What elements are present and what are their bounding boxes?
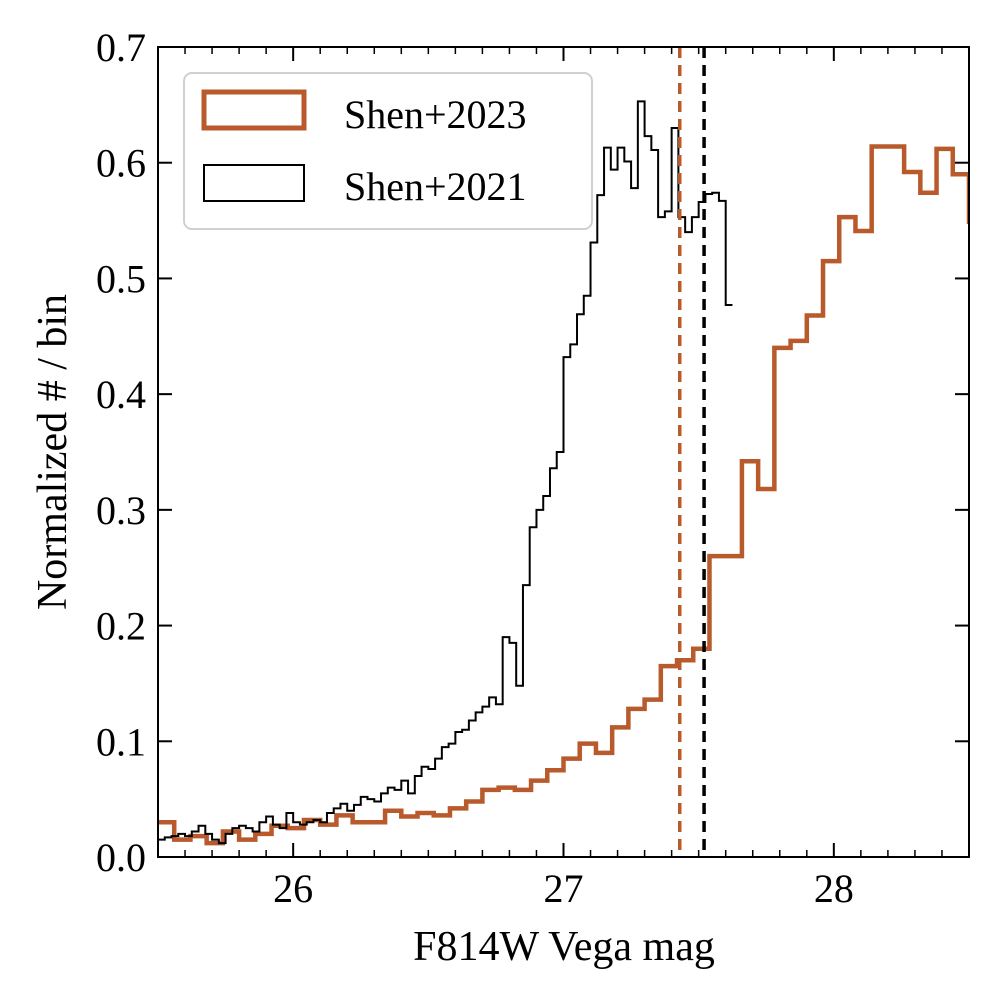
plot-area — [158, 100, 969, 846]
y-tick-label: 0.1 — [96, 719, 146, 764]
legend-box — [183, 72, 593, 230]
histogram-line-shen2023 — [158, 144, 969, 846]
x-axis-label: F814W Vega mag — [413, 924, 715, 970]
axis-ticks: 26 27 28 0.0 0.1 0.2 0.3 0.4 0.5 0.6 0.7 — [96, 25, 970, 911]
y-tick-label: 0.4 — [96, 372, 146, 417]
y-tick-label: 0.6 — [96, 141, 146, 186]
y-tick-label: 0.7 — [96, 25, 146, 70]
legend-label-shen2023: Shen+2023 — [344, 92, 527, 137]
y-tick-label: 0.0 — [96, 835, 146, 880]
y-tick-label: 0.2 — [96, 604, 146, 649]
x-tick-label: 26 — [273, 866, 313, 911]
threshold-lines — [677, 47, 706, 857]
legend-swatch-shen2023 — [201, 89, 307, 131]
legend-label-shen2021: Shen+2021 — [344, 164, 527, 209]
legend: Shen+2023 Shen+2021 — [183, 72, 593, 230]
histogram-line-shen2021 — [158, 100, 733, 845]
axis-labels: F814W Vega mag Normalized # / bin — [30, 294, 715, 970]
y-tick-label: 0.5 — [96, 256, 146, 301]
x-tick-label: 28 — [814, 866, 854, 911]
y-axis-label: Normalized # / bin — [30, 294, 76, 610]
y-tick-label: 0.3 — [96, 488, 146, 533]
x-tick-label: 27 — [544, 866, 584, 911]
legend-swatch-shen2021 — [203, 164, 305, 202]
